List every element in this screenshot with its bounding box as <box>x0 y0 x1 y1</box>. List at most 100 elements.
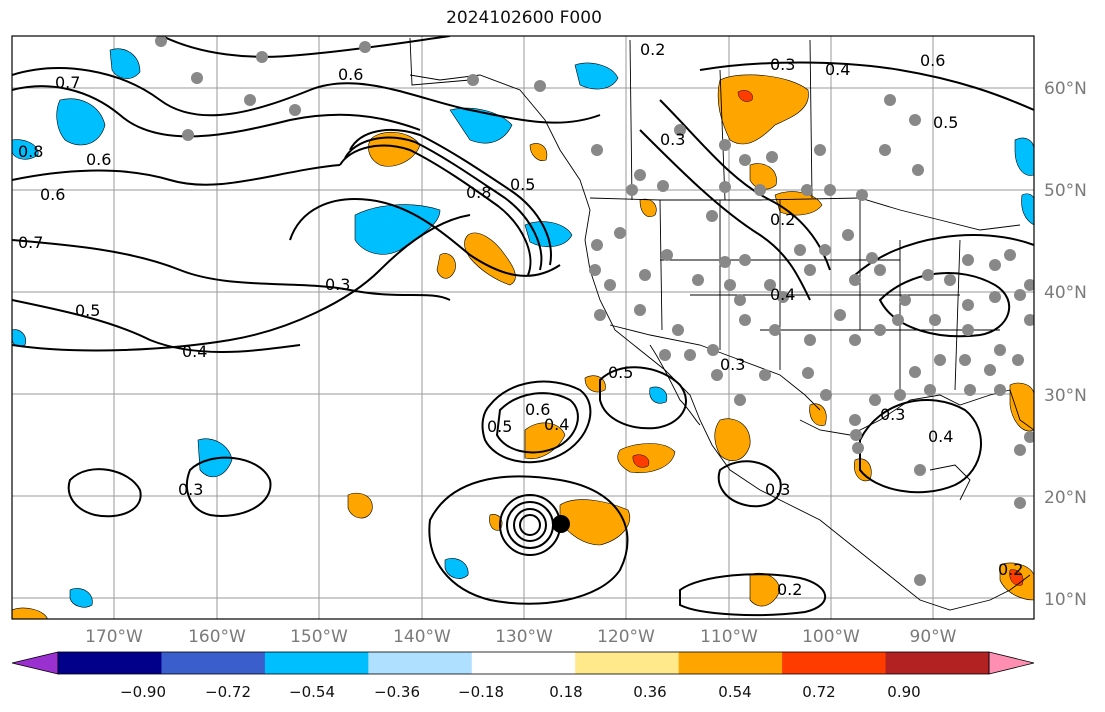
station-dot <box>989 259 1001 271</box>
station-dot <box>856 189 868 201</box>
station-dot <box>711 369 723 381</box>
contour-label: 0.6 <box>40 185 65 204</box>
contour-line <box>12 164 341 186</box>
map-frame <box>11 35 1035 620</box>
station-dot <box>706 210 718 222</box>
contour-label: 0.3 <box>765 480 790 499</box>
station-dot <box>1004 249 1016 261</box>
lat-label: 50°N <box>1044 181 1087 201</box>
station-dot <box>734 394 746 406</box>
station-dot <box>909 114 921 126</box>
station-dot <box>912 164 924 176</box>
fill-patch <box>449 107 513 144</box>
station-dot <box>879 144 891 156</box>
fill-patch <box>524 422 566 460</box>
station-dot <box>626 184 638 196</box>
contour-line <box>513 508 548 542</box>
colorbar-segment <box>678 652 783 674</box>
station-dot <box>802 367 814 379</box>
fill-patch <box>574 62 619 90</box>
lon-label: 100°W <box>802 627 860 647</box>
colorbar-tick-label: 0.90 <box>887 683 920 701</box>
fill-patch <box>529 143 548 161</box>
station-dot <box>922 269 934 281</box>
station-dot <box>929 314 941 326</box>
lat-label: 40°N <box>1044 283 1087 303</box>
contour-label: 0.4 <box>928 427 953 446</box>
border-us-mexico <box>609 324 821 411</box>
storm-center-marker <box>552 515 570 533</box>
station-dot <box>672 324 684 336</box>
border-provinces <box>629 39 813 201</box>
fill-patch <box>1009 382 1034 432</box>
contour-line <box>859 399 982 494</box>
contour-line <box>159 36 451 58</box>
contour-label: 0.2 <box>998 560 1023 579</box>
station-dot <box>1012 354 1024 366</box>
station-dot <box>719 256 731 268</box>
station-dot <box>819 244 831 256</box>
fill-patch <box>809 403 827 426</box>
border-canada-us <box>589 197 1021 231</box>
coastline-north-america <box>409 74 1031 611</box>
map-plot-area: 0.2 0.6 0.3 0.4 0.6 0.5 0.5 0.4 0.7 0.8 … <box>12 36 1034 619</box>
contour-label: 0.7 <box>55 73 80 92</box>
fill-patch <box>12 139 39 160</box>
station-dot <box>769 324 781 336</box>
contour-line <box>639 129 811 301</box>
contour-label: 0.2 <box>640 40 665 59</box>
station-dot <box>849 414 861 426</box>
contour-label: 0.3 <box>325 275 350 294</box>
colorbar-segment <box>264 652 369 674</box>
colorbar-segment <box>368 652 473 674</box>
station-dot <box>661 249 673 261</box>
fill-patch <box>1021 193 1034 226</box>
lon-label: 140°W <box>393 627 451 647</box>
contour-line <box>699 61 1034 111</box>
station-dot <box>674 124 686 136</box>
fill-patch <box>368 132 421 167</box>
station-dot <box>591 144 603 156</box>
station-dot <box>692 274 704 286</box>
fill-patch <box>436 253 456 279</box>
contour-line <box>12 299 301 353</box>
station-dot <box>684 349 696 361</box>
lon-label: 120°W <box>597 627 655 647</box>
station-dot <box>766 151 778 163</box>
contour-line <box>12 214 471 352</box>
station-dot <box>964 384 976 396</box>
fill-patch <box>109 48 141 79</box>
contour-label: 0.5 <box>487 417 512 436</box>
fill-patch <box>12 329 26 347</box>
lon-label: 130°W <box>495 627 553 647</box>
colorbar-segment <box>575 652 680 674</box>
colorbar-extend-high <box>988 651 1035 675</box>
station-dot <box>804 334 816 346</box>
colorbar-segment <box>161 652 266 674</box>
colorbar-tick-label: 0.36 <box>633 683 666 701</box>
station-dot <box>639 269 651 281</box>
station-dot <box>1024 279 1034 291</box>
contour-line <box>339 144 532 276</box>
station-dot <box>739 314 751 326</box>
station-dot <box>707 344 719 356</box>
contour-label: 0.8 <box>466 183 491 202</box>
fill-patch <box>1009 569 1024 586</box>
fill-patch <box>737 90 753 102</box>
station-dot <box>734 294 746 306</box>
station-dot <box>866 252 878 264</box>
station-dot <box>994 344 1006 356</box>
contour-label: 0.4 <box>825 60 850 79</box>
station-dot <box>289 104 301 116</box>
contour-label: 0.5 <box>75 301 100 320</box>
station-dot <box>191 72 203 84</box>
contour-labels: 0.2 0.6 0.3 0.4 0.6 0.5 0.5 0.4 0.7 0.8 … <box>18 40 1023 599</box>
station-dot <box>849 334 861 346</box>
station-dot <box>962 324 974 336</box>
station-dot <box>874 324 886 336</box>
colorbar-tick-label: −0.90 <box>120 683 166 701</box>
contour-line <box>67 468 142 518</box>
coastlines <box>409 37 1034 611</box>
lon-label: 110°W <box>700 627 758 647</box>
